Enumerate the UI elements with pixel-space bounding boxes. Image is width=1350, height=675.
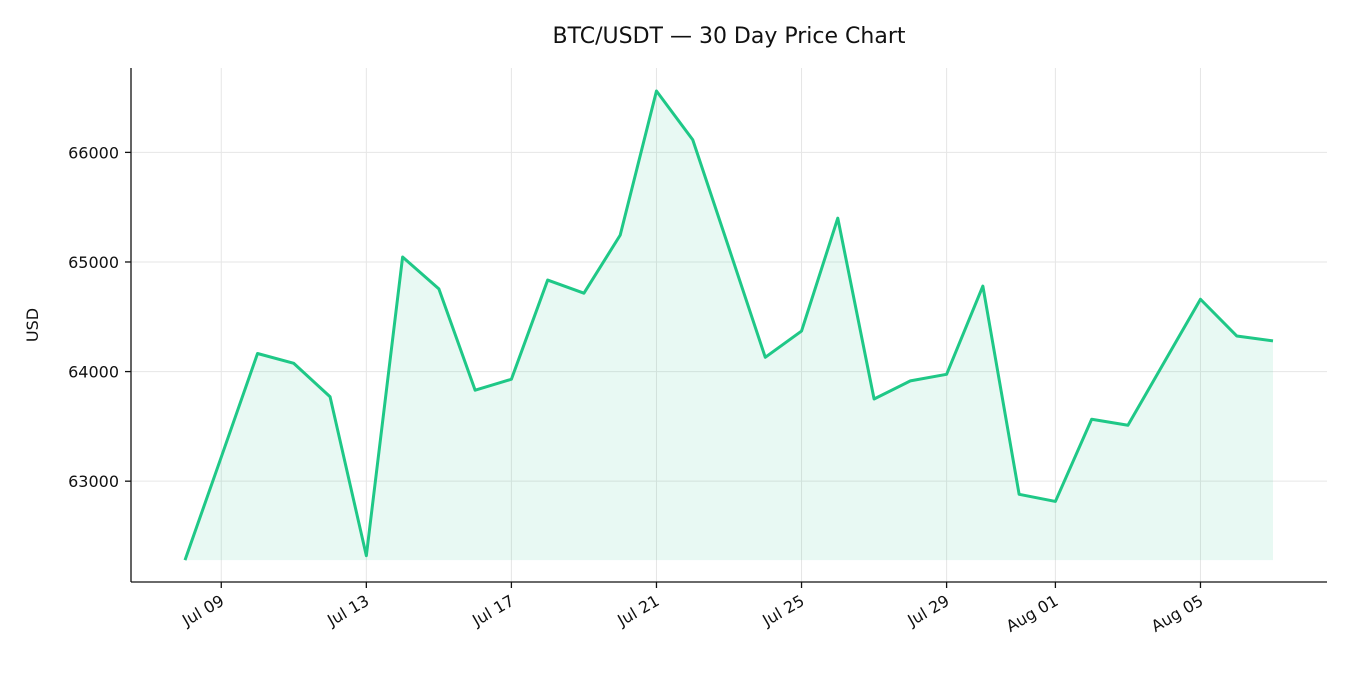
y-tick-label: 64000 xyxy=(68,363,119,382)
y-tick-label: 63000 xyxy=(68,472,119,491)
x-tick-label: Jul 09 xyxy=(178,591,227,630)
line xyxy=(183,89,1274,561)
x-tick-label: Jul 17 xyxy=(468,591,517,630)
x-tick-label: Jul 13 xyxy=(323,591,372,630)
x-tick-label: Jul 29 xyxy=(903,591,952,630)
x-tick-label: Jul 21 xyxy=(613,591,662,630)
area xyxy=(185,91,1273,561)
x-tick-label: Jul 25 xyxy=(758,591,807,630)
chart-title: BTC/USDT — 30 Day Price Chart xyxy=(553,24,906,49)
x-tick-label: Aug 01 xyxy=(1003,591,1062,636)
y-tick-label: 65000 xyxy=(68,253,119,272)
y-tick-label: 66000 xyxy=(68,143,119,162)
y-axis-label: USD xyxy=(23,308,42,342)
x-tick-label: Aug 05 xyxy=(1148,591,1207,636)
